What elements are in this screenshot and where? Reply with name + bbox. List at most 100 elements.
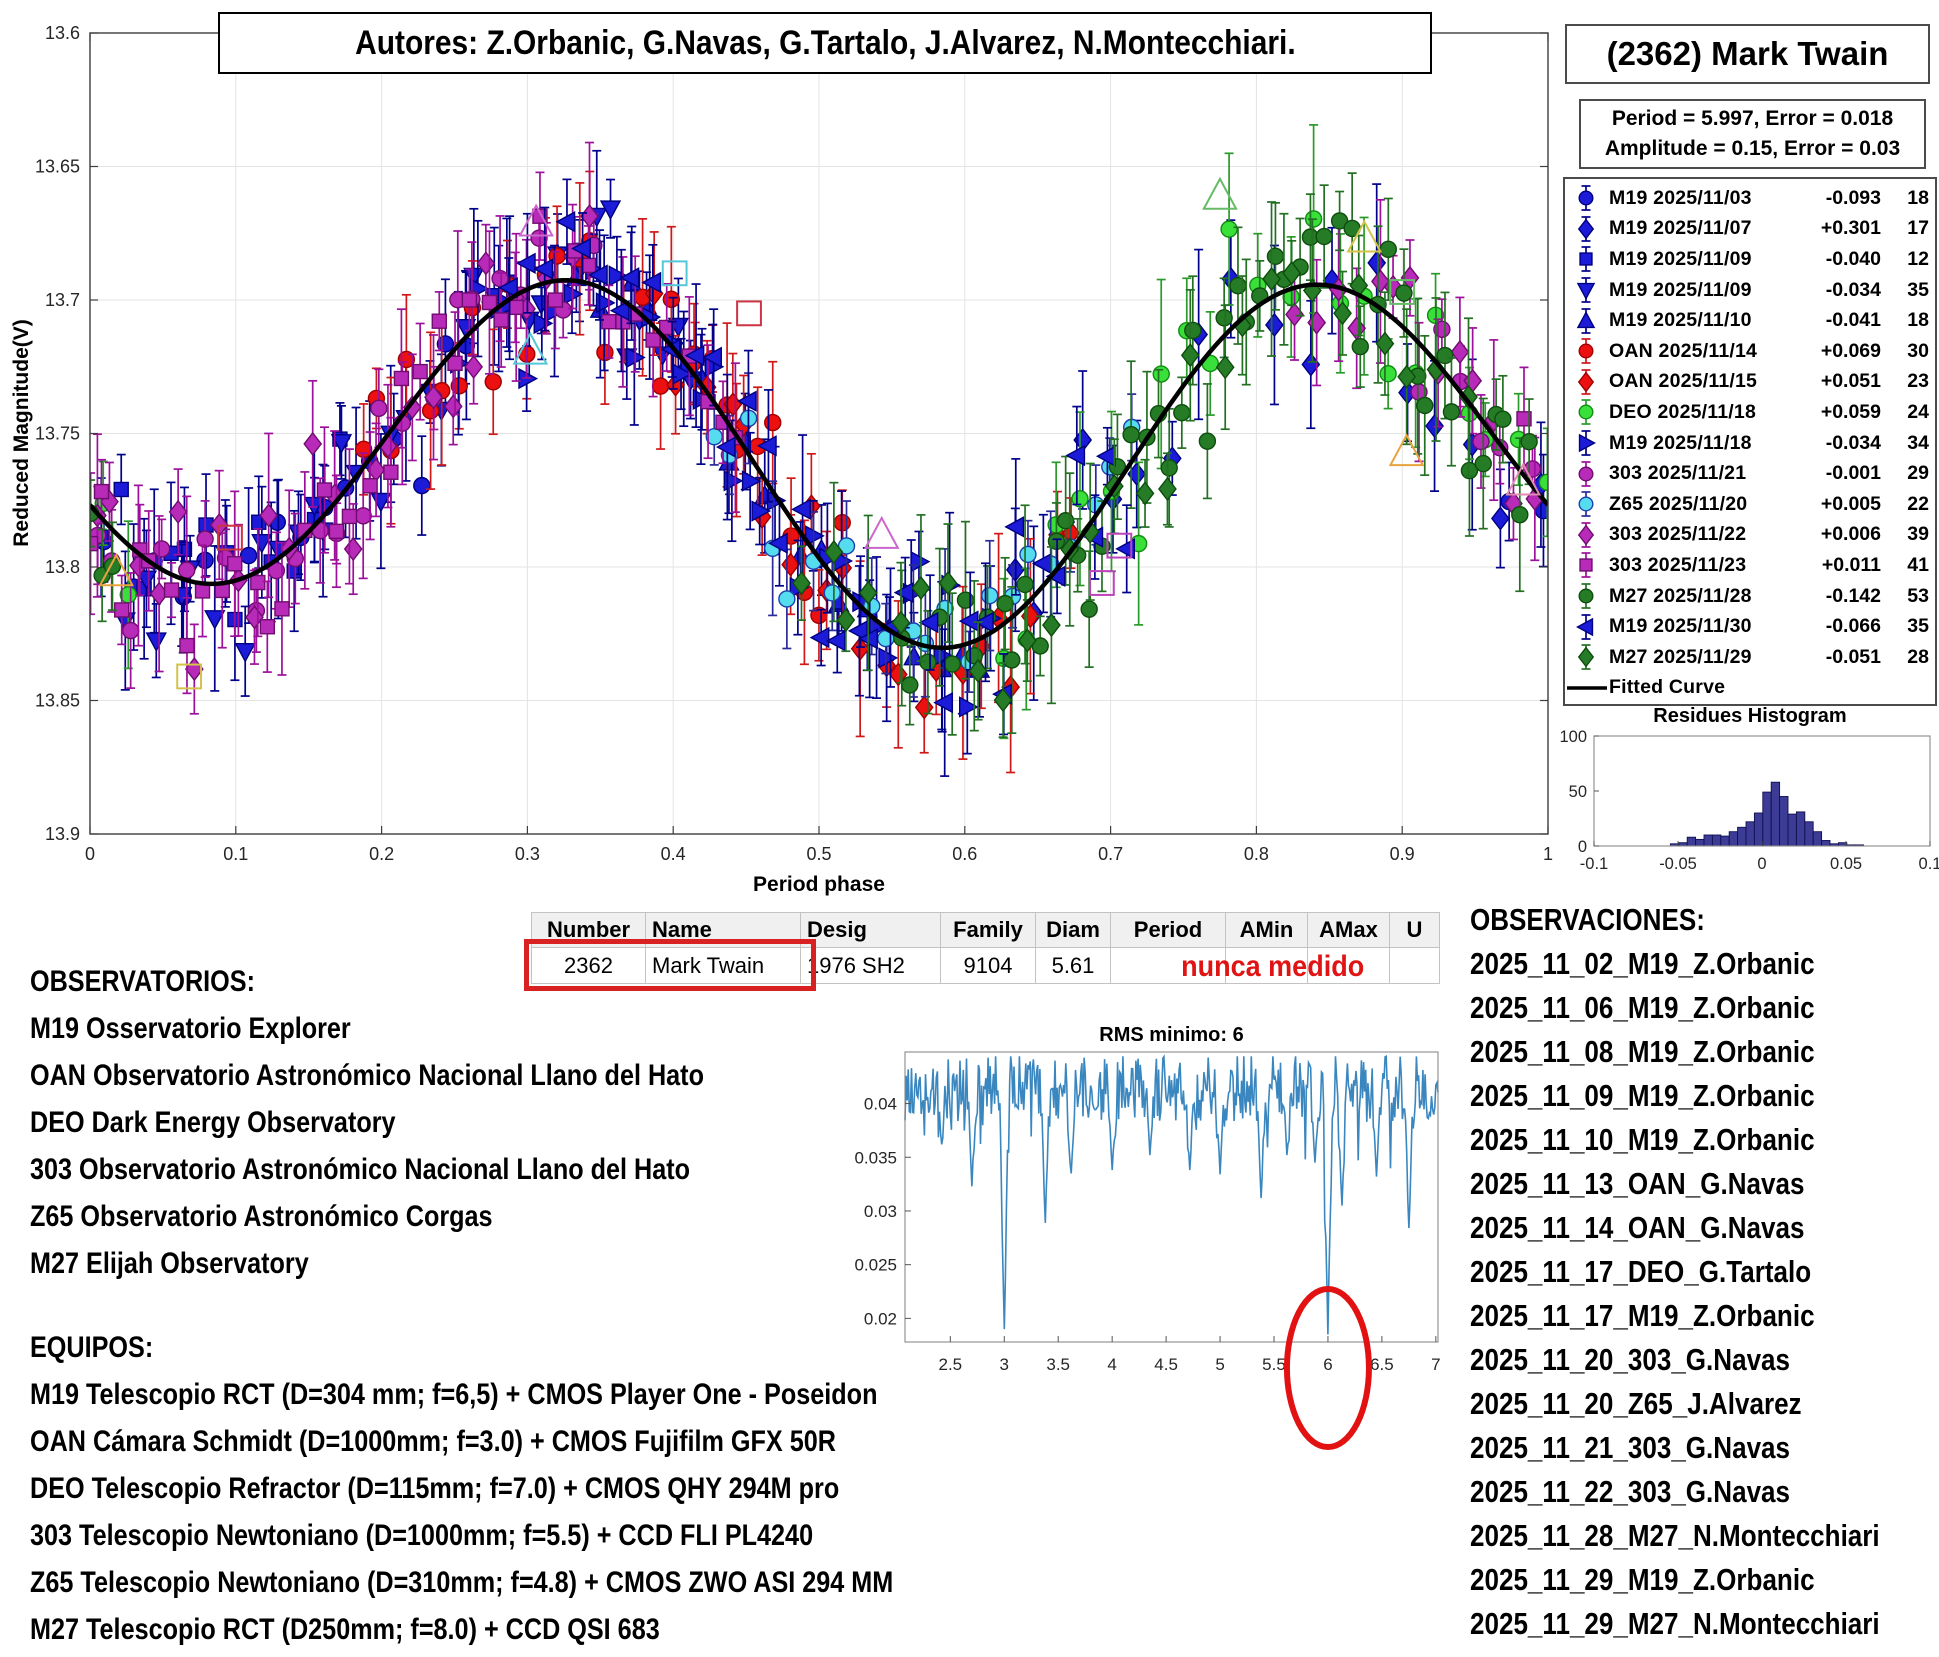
legend-point-count: 34 [1907, 431, 1929, 454]
legend-point-count: 39 [1907, 523, 1929, 546]
list-item: 2025_11_29_M19_Z.Orbanic [1470, 1562, 1815, 1597]
list-item: 2025_11_20_303_G.Navas [1470, 1342, 1791, 1377]
legend-row: 303 2025/11/22 +0.006 39 [1565, 520, 1935, 551]
legend-session-label: M27 2025/11/28 [1609, 584, 1752, 607]
svg-text:3.5: 3.5 [1046, 1355, 1070, 1374]
legend-marker-glyph [1578, 185, 1594, 212]
legend-session-label: M19 2025/11/03 [1609, 186, 1752, 209]
list-item: 2025_11_14_OAN_G.Navas [1470, 1210, 1805, 1245]
list-item: OAN Observatorio Astronómico Nacional Ll… [30, 1059, 704, 1092]
legend-point-count: 24 [1907, 400, 1929, 423]
legend-point-count: 29 [1907, 462, 1929, 485]
legend-point-count: 18 [1907, 309, 1929, 332]
observatorios-block: OBSERVATORIOS: M19 Osservatorio Explorer… [30, 958, 832, 1287]
legend-row: M19 2025/11/18 -0.034 34 [1565, 428, 1935, 459]
table-header-cell: Period [1111, 912, 1226, 948]
legend-session-label: OAN 2025/11/15 [1609, 370, 1758, 393]
legend-point-count: 17 [1907, 217, 1929, 240]
table-cell [1226, 948, 1308, 984]
legend-marker-glyph [1576, 277, 1596, 303]
svg-text:13.6: 13.6 [45, 23, 80, 43]
svg-text:13.65: 13.65 [35, 157, 80, 177]
legend-offset-value: -0.040 [1825, 247, 1881, 270]
table-cell: 1976 SH2 [801, 948, 941, 984]
legend-offset-value: +0.051 [1820, 370, 1881, 393]
observaciones-heading: OBSERVACIONES: [1470, 902, 1705, 937]
legend-row: M27 2025/11/29 -0.051 28 [1565, 642, 1935, 673]
legend-marker-glyph [1578, 399, 1594, 426]
legend-point-count: 12 [1907, 247, 1929, 270]
list-item: M27 Elijah Observatory [30, 1247, 309, 1280]
main-y-axis-label-text: Reduced Magnitude(V) [10, 319, 34, 547]
table-header-cell: Family [941, 912, 1036, 948]
list-item: Z65 Observatorio Astronómico Corgas [30, 1200, 493, 1233]
legend-session-label: 303 2025/11/22 [1609, 523, 1747, 546]
equipos-block: EQUIPOS: M19 Telescopio RCT (D=304 mm; f… [30, 1324, 1058, 1653]
svg-text:0.035: 0.035 [854, 1148, 897, 1167]
fitted-curve-glyph [1567, 686, 1607, 690]
list-item: 2025_11_02_M19_Z.Orbanic [1470, 946, 1815, 981]
legend-session-label: M19 2025/11/18 [1609, 431, 1752, 454]
list-item: 2025_11_22_303_G.Navas [1470, 1474, 1791, 1509]
svg-text:0.6: 0.6 [952, 844, 977, 864]
legend-offset-value: +0.005 [1820, 492, 1881, 515]
equipos-heading: EQUIPOS: [30, 1331, 154, 1364]
svg-text:-0.05: -0.05 [1659, 855, 1697, 873]
series-M1920251118 [450, 219, 1002, 755]
list-item: DEO Dark Energy Observatory [30, 1106, 396, 1139]
legend-session-label: 303 2025/11/23 [1609, 553, 1747, 576]
observaciones-block: OBSERVACIONES: 2025_11_02_M19_Z.Orbanic 2… [1470, 898, 1939, 1646]
legend-marker-glyph [1578, 430, 1596, 456]
legend-point-count: 23 [1907, 370, 1929, 393]
legend-marker-glyph [1577, 216, 1595, 242]
legend-row: M19 2025/11/07 +0.301 17 [1565, 214, 1935, 245]
table-header-cell: Number [531, 912, 646, 948]
table-header-cell: AMax [1308, 912, 1390, 948]
svg-text:0: 0 [1757, 855, 1766, 873]
authors-title-box: Autores: Z.Orbanic, G.Navas, G.Tartalo, … [218, 12, 1432, 74]
legend-point-count: 30 [1907, 339, 1929, 362]
rms-periodogram: 2.5 3 3.5 4 4.5 5 5.5 6 6.5 7 0.02 0.025 0.03 0.035 0.… [854, 1051, 1441, 1450]
table-cell: 2362 [531, 948, 646, 984]
legend-marker-glyph [1576, 613, 1594, 640]
minimum-annotation-circle [1283, 1286, 1372, 1450]
fitted-curve-line [90, 277, 1548, 651]
legend-row: M27 2025/11/28 -0.142 53 [1565, 581, 1935, 612]
main-x-axis-label: Period phase [753, 873, 885, 896]
legend-point-count: 35 [1907, 615, 1929, 638]
table-header-cell: U [1390, 912, 1440, 948]
svg-text:0.05: 0.05 [1830, 855, 1862, 873]
svg-text:6: 6 [1323, 1355, 1332, 1374]
legend-row: DEO 2025/11/18 +0.059 24 [1565, 397, 1935, 428]
observatorios-heading: OBSERVATORIOS: [30, 965, 255, 998]
table-cell: Mark Twain [646, 948, 801, 984]
list-item: M19 Osservatorio Explorer [30, 1012, 351, 1045]
legend-rows: M19 2025/11/03 -0.093 18 M19 2025/11/07 +0.3… [1565, 179, 1935, 703]
amplitude-line: Amplitude = 0.15, Error = 0.03 [1604, 137, 1901, 160]
series-OAN20251115 [644, 231, 1081, 774]
svg-text:0.8: 0.8 [1244, 844, 1269, 864]
legend-offset-value: -0.093 [1825, 186, 1881, 209]
legend-session-label: OAN 2025/11/14 [1609, 339, 1758, 362]
table-cell: 5.61 [1036, 948, 1111, 984]
svg-text:0: 0 [85, 844, 95, 864]
svg-text:1: 1 [1543, 844, 1553, 864]
legend-marker-glyph [1577, 521, 1595, 548]
svg-text:5.5: 5.5 [1262, 1355, 1286, 1374]
legend-row: OAN 2025/11/15 +0.051 23 [1565, 367, 1935, 398]
legend-session-label: M27 2025/11/29 [1609, 645, 1752, 668]
legend-fitted-curve-row: Fitted Curve [1565, 673, 1935, 704]
legend-marker-glyph [1577, 644, 1595, 671]
svg-text:0: 0 [1578, 838, 1587, 856]
svg-text:4.5: 4.5 [1154, 1355, 1178, 1374]
svg-text:0.02: 0.02 [864, 1309, 897, 1328]
table-header-cell: AMin [1226, 912, 1308, 948]
legend-session-label: DEO 2025/11/18 [1609, 400, 1756, 423]
list-item: 2025_11_09_M19_Z.Orbanic [1470, 1078, 1815, 1113]
main-plot-data [90, 124, 1548, 777]
legend-row: M19 2025/11/09 -0.040 12 [1565, 244, 1935, 275]
legend-offset-value: +0.006 [1820, 523, 1881, 546]
legend-fitted-label: Fitted Curve [1609, 676, 1726, 699]
rms-plot-title: RMS minimo: 6 [1099, 1024, 1244, 1046]
